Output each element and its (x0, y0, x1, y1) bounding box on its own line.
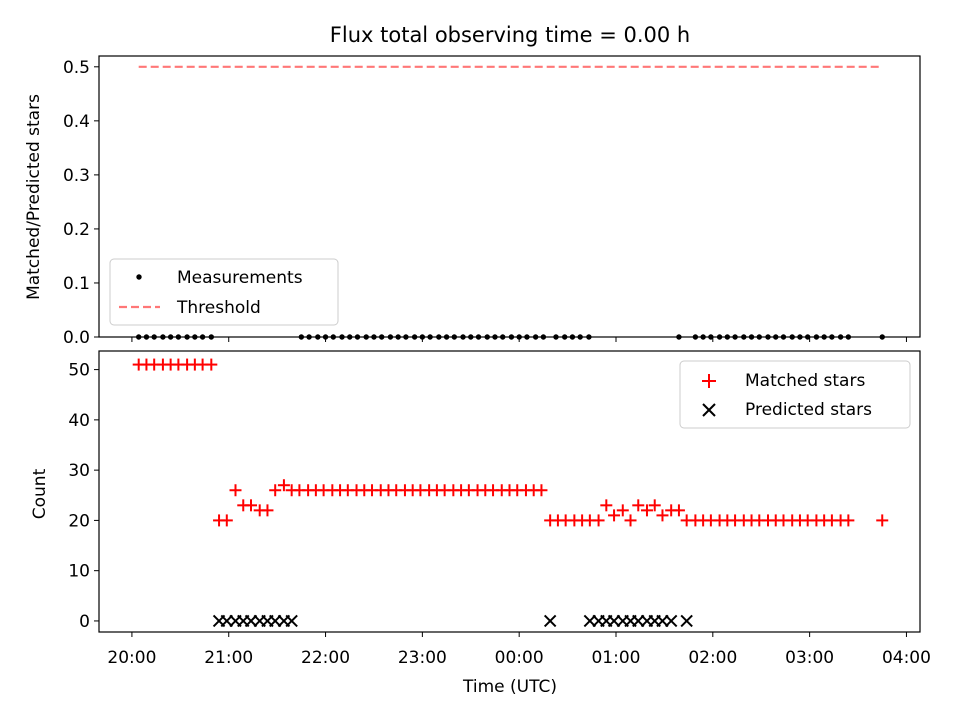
legend-predicted-label: Predicted stars (745, 400, 872, 420)
matched-star-point (648, 499, 661, 512)
predicted-star-point (285, 614, 298, 628)
matched-star-point (261, 504, 274, 517)
matched-star-point (592, 514, 605, 527)
matched-star-point (608, 509, 621, 522)
top-y-axis-label: Matched/Predicted stars (24, 94, 44, 300)
matched-star-point (269, 484, 282, 497)
x-tick-label: 23:00 (398, 648, 447, 668)
y-tick-label: 10 (68, 562, 90, 582)
matched-star-point (535, 484, 548, 497)
bottom-y-axis-label: Count (30, 468, 50, 519)
legend-matched-label: Matched stars (745, 371, 865, 391)
x-tick-label: 04:00 (882, 648, 931, 668)
y-tick-label: 0.4 (63, 112, 90, 132)
y-tick-label: 0.2 (63, 220, 90, 240)
matched-star-point (656, 509, 669, 522)
matched-star-point (616, 504, 629, 517)
legend-threshold-label: Threshold (176, 298, 261, 318)
bottom-plot-frame (98, 350, 921, 633)
bottom-plot-area: 0 10 20 30 40 50 20:00 21:00 22:00 23:00 00:00 01:0… (68, 350, 931, 668)
y-tick-label: 30 (68, 461, 90, 481)
predicted-star-point (543, 614, 557, 628)
top-plot-area: 0.0 0.1 0.2 0.3 0.4 0.5 (63, 55, 921, 348)
legend-measurements-label: Measurements (177, 268, 303, 288)
legend-matched-marker (702, 374, 716, 388)
top-plot-frame (98, 55, 921, 338)
y-tick-label: 20 (68, 511, 90, 531)
matched-star-point (229, 484, 242, 497)
top-legend: Measurements Threshold (109, 258, 339, 326)
x-tick-label: 21:00 (204, 648, 253, 668)
legend-predicted-marker (702, 403, 716, 417)
matched-star-point (245, 499, 258, 512)
x-tick-label: 02:00 (688, 648, 737, 668)
matched-star-point (277, 479, 290, 492)
x-tick-label: 01:00 (591, 648, 640, 668)
x-tick-label: 03:00 (785, 648, 834, 668)
predicted-star-point (680, 614, 693, 628)
matched-star-point (672, 504, 685, 517)
legend-measurements-marker (136, 274, 142, 280)
x-axis-label: Time (UTC) (462, 677, 557, 697)
y-tick-label: 0 (79, 612, 90, 632)
x-tick-label: 22:00 (301, 648, 350, 668)
y-tick-label: 50 (68, 361, 90, 381)
y-tick-label: 40 (68, 411, 90, 431)
y-tick-label: 0.1 (63, 274, 90, 294)
y-tick-label: 0.5 (63, 58, 90, 78)
matched-star-point (600, 499, 613, 512)
y-tick-label: 0.0 (63, 328, 90, 348)
matched-star-point (842, 514, 855, 527)
chart-title: Flux total observing time = 0.00 h (330, 23, 690, 47)
y-tick-label: 0.3 (63, 166, 90, 186)
matched-star-point (632, 499, 645, 512)
matched-star-point (205, 358, 218, 371)
predicted-star-point (664, 614, 678, 628)
matched-star-point (640, 504, 653, 517)
matched-star-point (220, 514, 233, 527)
matched-star-point (876, 514, 889, 527)
x-tick-label: 00:00 (495, 648, 544, 668)
x-tick-label: 20:00 (107, 648, 156, 668)
bottom-legend: Matched stars Predicted stars (679, 360, 911, 429)
matched-star-point (624, 514, 637, 527)
